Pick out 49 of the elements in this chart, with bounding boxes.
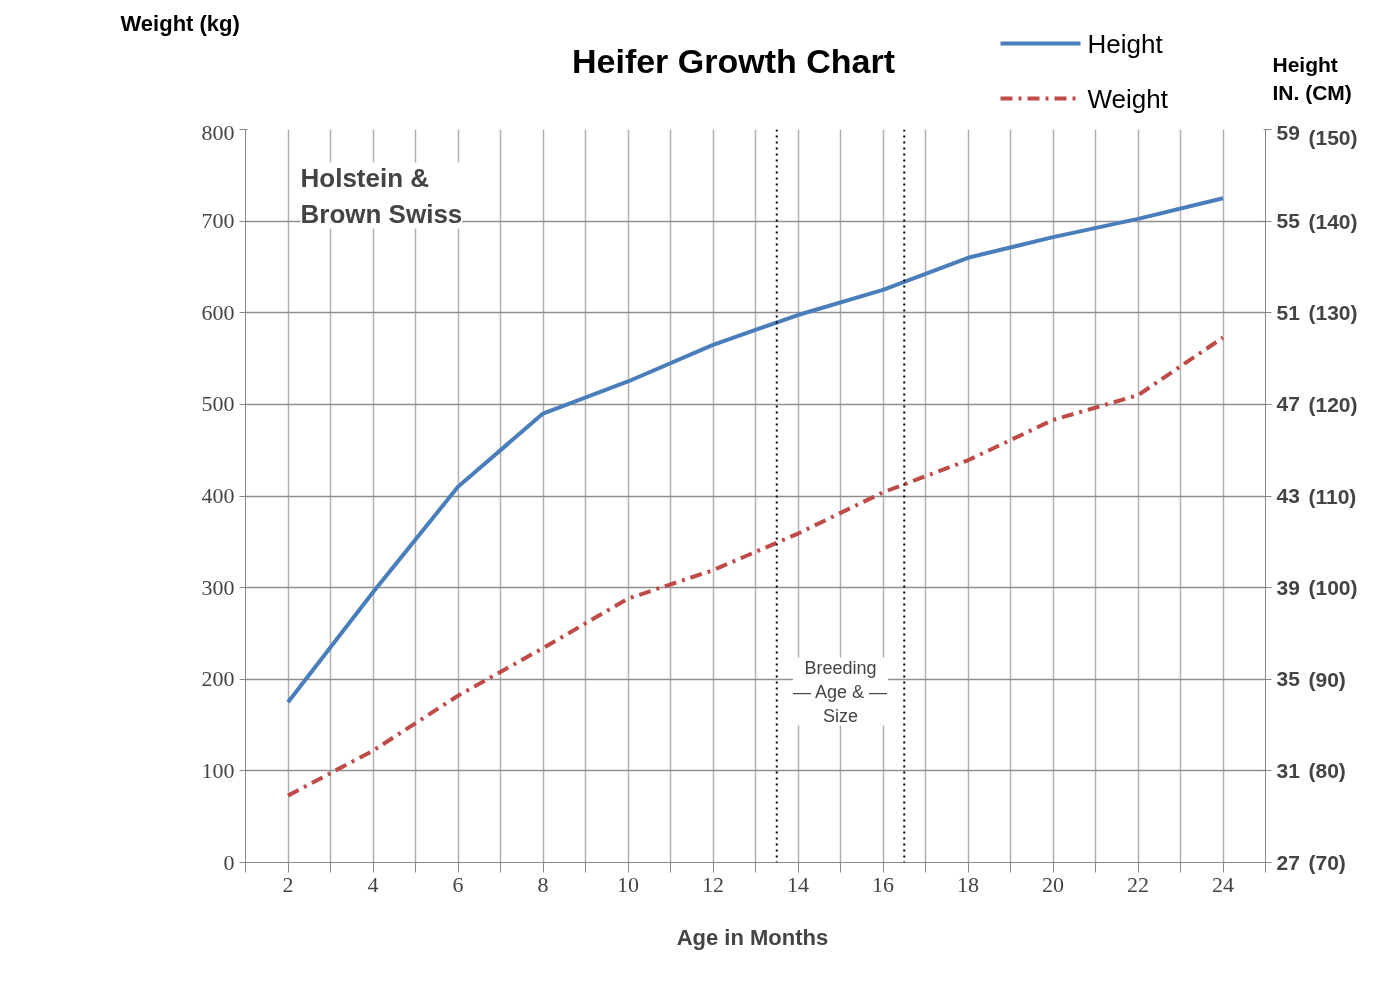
y2-tick-label: 27 xyxy=(1276,850,1300,874)
y-axis-title: Weight (kg) xyxy=(120,10,240,36)
y2-axis-title: Height IN. (CM) xyxy=(1272,52,1352,105)
x-tick-label: 14 xyxy=(787,871,809,897)
y-tick-label: 400 xyxy=(201,483,235,508)
legend-label: Height xyxy=(1087,28,1164,59)
x-tick-label: 24 xyxy=(1212,871,1234,897)
x-tick-label: 10 xyxy=(617,871,639,897)
y2-tick-label: 31 xyxy=(1276,758,1301,782)
y2-tick-label: 43 xyxy=(1276,484,1300,507)
y-tick-label: 800 xyxy=(201,119,235,145)
line-series xyxy=(286,196,1225,705)
y-tick-label: 700 xyxy=(201,208,235,234)
x-tick-label: 16 xyxy=(872,871,894,897)
x-tick-label: 12 xyxy=(702,871,724,897)
y-tick-label: 600 xyxy=(201,299,235,325)
y-tick-label: 500 xyxy=(201,391,235,417)
annotation: Holstein & Brown Swiss xyxy=(300,162,463,229)
y2-tick-label: 35 xyxy=(1276,667,1301,691)
y-tick-label: 100 xyxy=(201,757,235,783)
y3-tick-label: (140) xyxy=(1308,209,1358,233)
y2-tick-label: 59 xyxy=(1276,120,1300,144)
x-tick-label: 2 xyxy=(282,871,294,897)
x-tick-label: 8 xyxy=(537,871,549,897)
x-tick-label: 4 xyxy=(367,871,379,897)
x-axis-title: Age in Months xyxy=(676,924,829,950)
x-tick-label: 18 xyxy=(957,871,979,897)
y-tick-label: 300 xyxy=(201,574,235,600)
x-tick-label: 20 xyxy=(1042,871,1064,897)
y2-tick-label: 47 xyxy=(1276,392,1300,416)
y2-tick-label: 51 xyxy=(1276,300,1301,324)
x-tick-label: 6 xyxy=(452,871,464,897)
annotation: Breeding — Age & — Size xyxy=(792,657,888,726)
y3-tick-label: (150) xyxy=(1308,125,1358,149)
y3-tick-label: (90) xyxy=(1308,667,1346,691)
legend-label: Weight xyxy=(1087,83,1169,114)
y3-tick-label: (70) xyxy=(1308,851,1346,874)
y3-tick-label: (110) xyxy=(1308,484,1357,508)
y2-tick-label: 55 xyxy=(1276,209,1301,233)
y3-tick-label: (120) xyxy=(1308,392,1358,416)
y2-tick-label: 39 xyxy=(1276,575,1300,599)
y-tick-label: 200 xyxy=(201,666,235,692)
y3-tick-label: (130) xyxy=(1308,301,1358,325)
line-series xyxy=(286,335,1225,798)
y3-tick-label: (80) xyxy=(1308,759,1346,783)
x-tick-label: 22 xyxy=(1127,871,1149,897)
y3-tick-label: (100) xyxy=(1308,576,1358,600)
chart-title: Heifer Growth Chart xyxy=(571,41,896,80)
y-tick-label: 0 xyxy=(223,849,235,875)
